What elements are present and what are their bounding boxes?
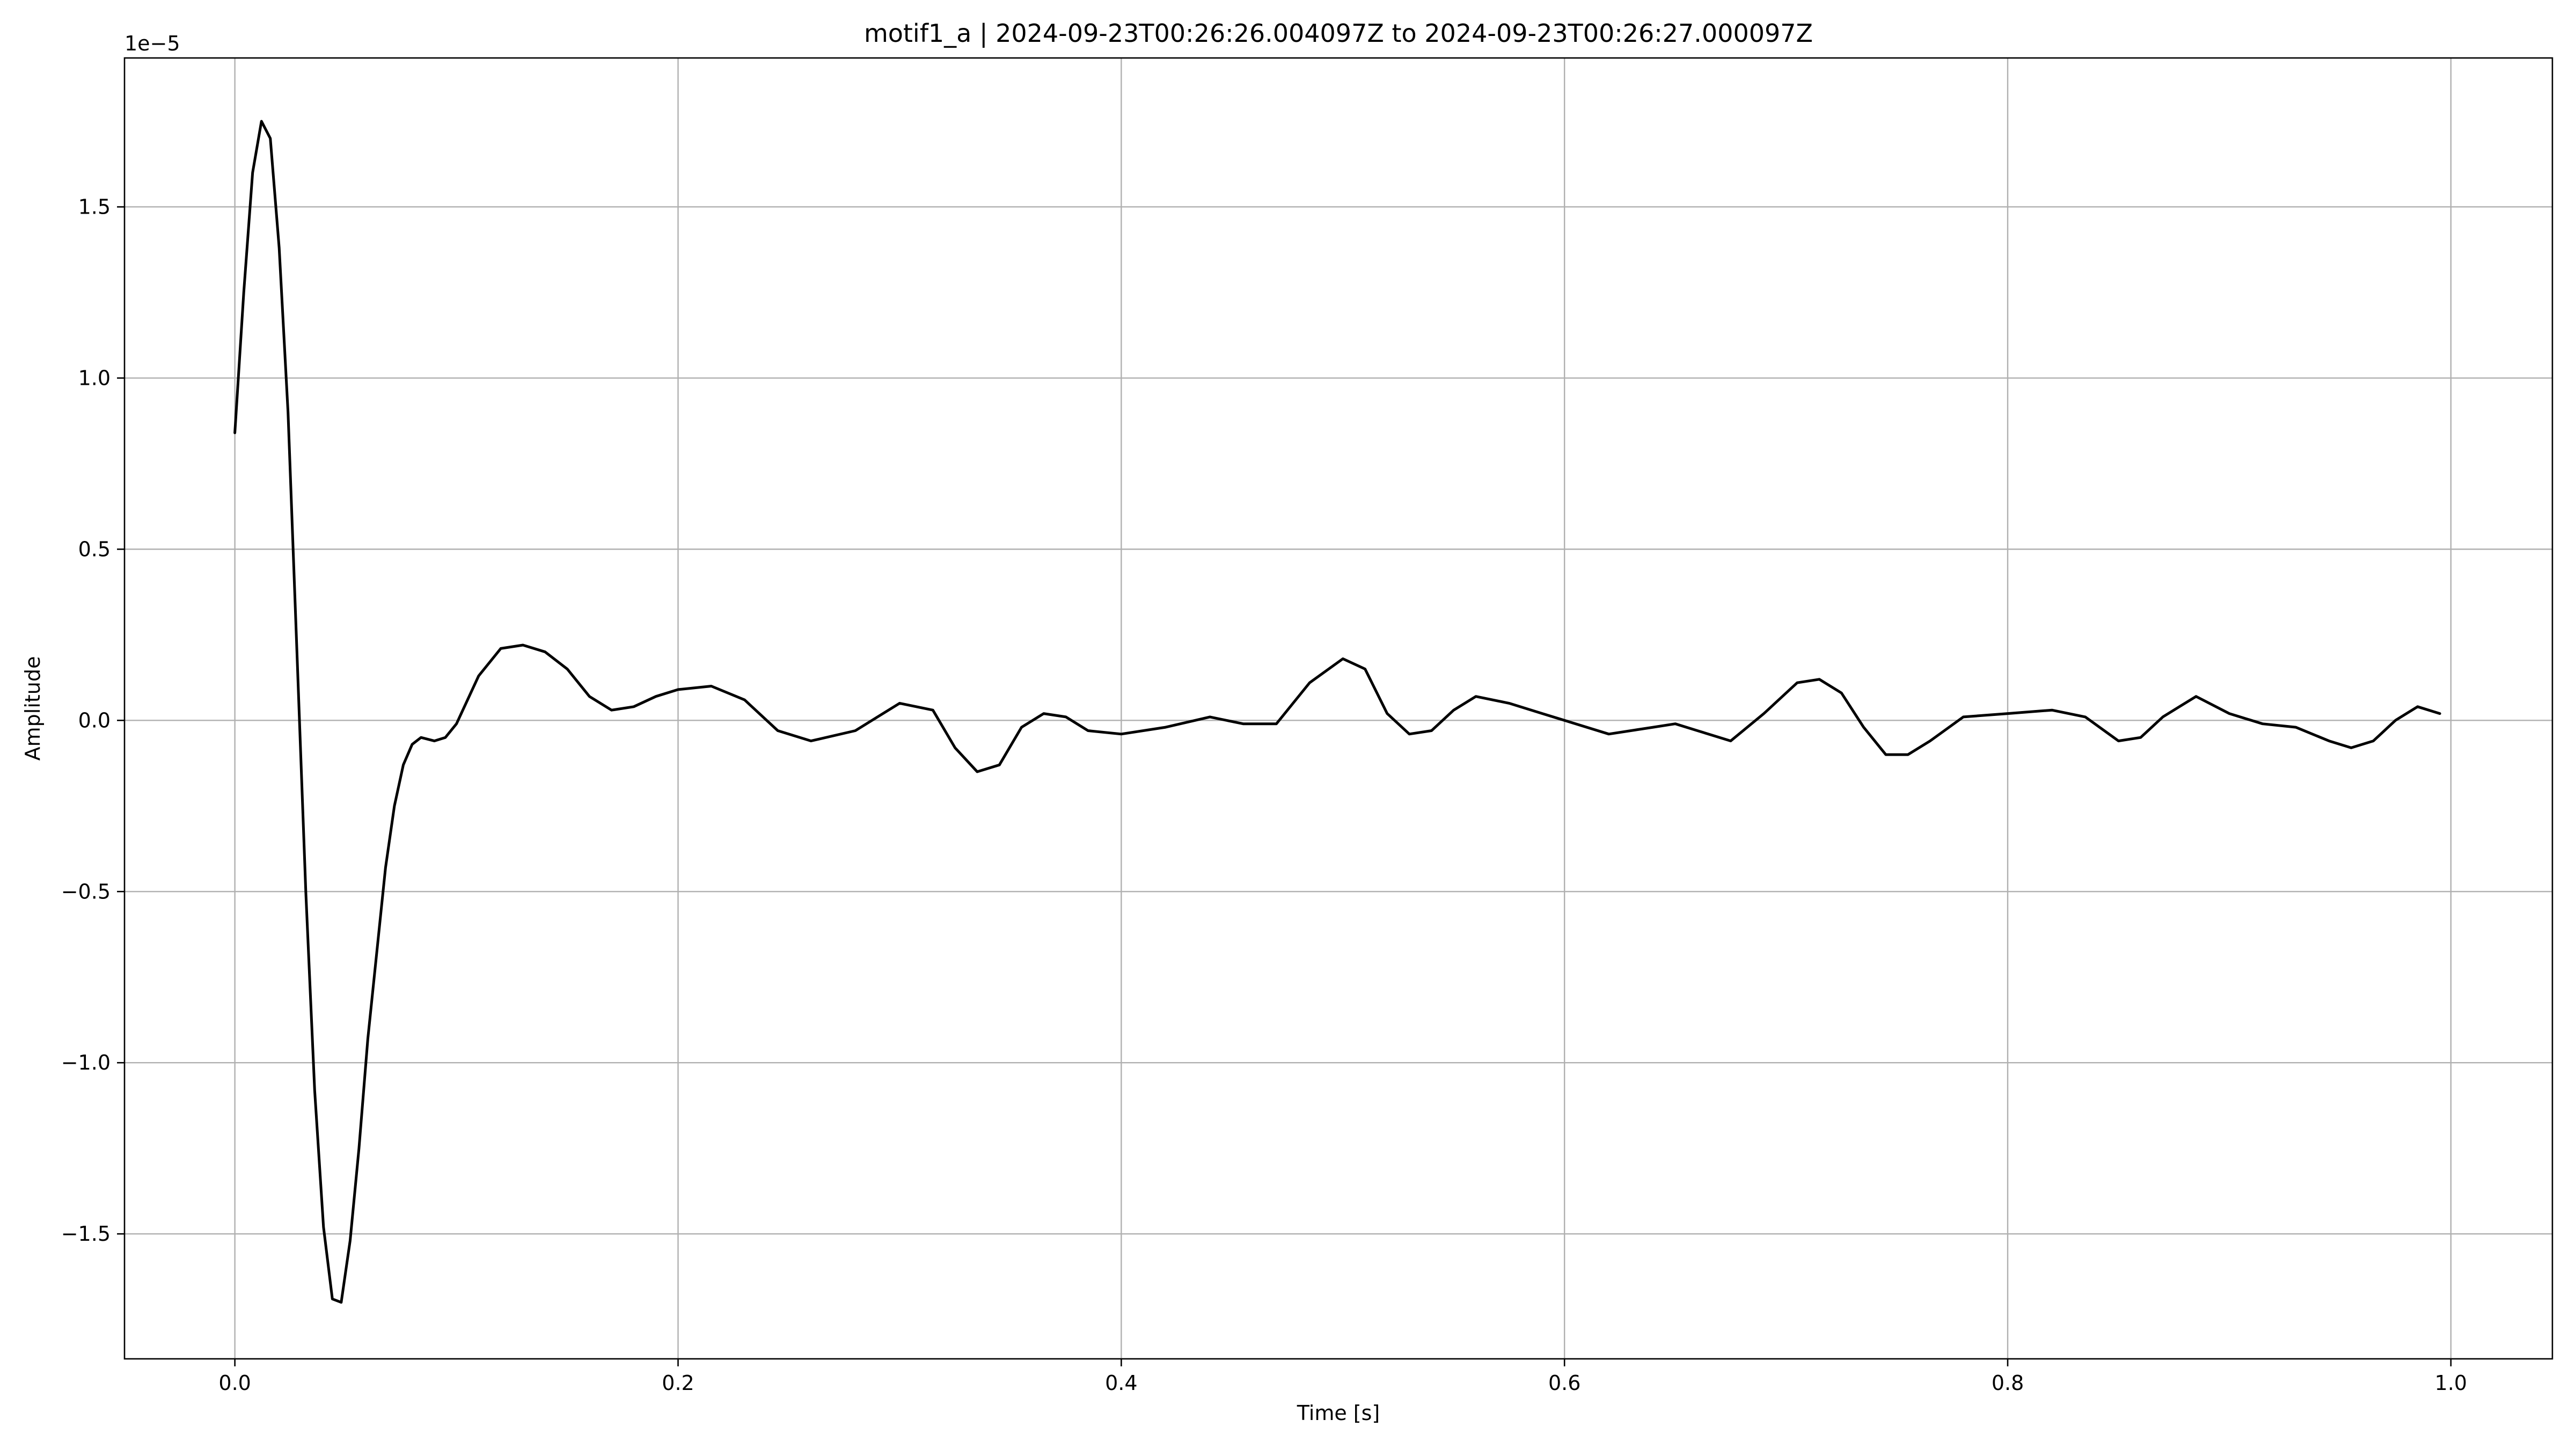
x-tick-label: 0.6	[1548, 1371, 1580, 1395]
y-tick-label: 1.5	[78, 195, 111, 218]
x-tick-label: 0.4	[1105, 1371, 1137, 1395]
ticks-layer: 0.0 0.2 0.4 0.6 0.8 1.0 1.5 1.0 0.5 0.0 −0.5 −1.0 −1…	[61, 195, 2467, 1395]
x-axis-label: Time [s]	[1297, 1401, 1380, 1425]
series-layer	[233, 120, 2441, 1304]
y-axis-label: Amplitude	[21, 656, 45, 761]
x-tick-label: 0.0	[218, 1371, 251, 1395]
y-tick-label: −1.5	[61, 1222, 111, 1246]
x-tick-label: 0.8	[1992, 1371, 2024, 1395]
y-tick-label: 0.5	[78, 537, 111, 561]
plot-area-frame	[123, 57, 2553, 1360]
x-tick-label: 1.0	[2435, 1371, 2467, 1395]
y-axis-offset-label: 1e−5	[125, 32, 180, 55]
chart-title: motif1_a | 2024-09-23T00:26:26.004097Z t…	[864, 19, 1813, 48]
y-tick-label: 0.0	[78, 708, 111, 732]
x-tick-label: 0.2	[662, 1371, 694, 1395]
y-tick-label: 1.0	[78, 366, 111, 390]
y-tick-label: −0.5	[61, 880, 111, 903]
y-tick-label: −1.0	[61, 1051, 111, 1074]
series-line-0	[233, 120, 2441, 1304]
grid-layer	[125, 58, 2552, 1359]
